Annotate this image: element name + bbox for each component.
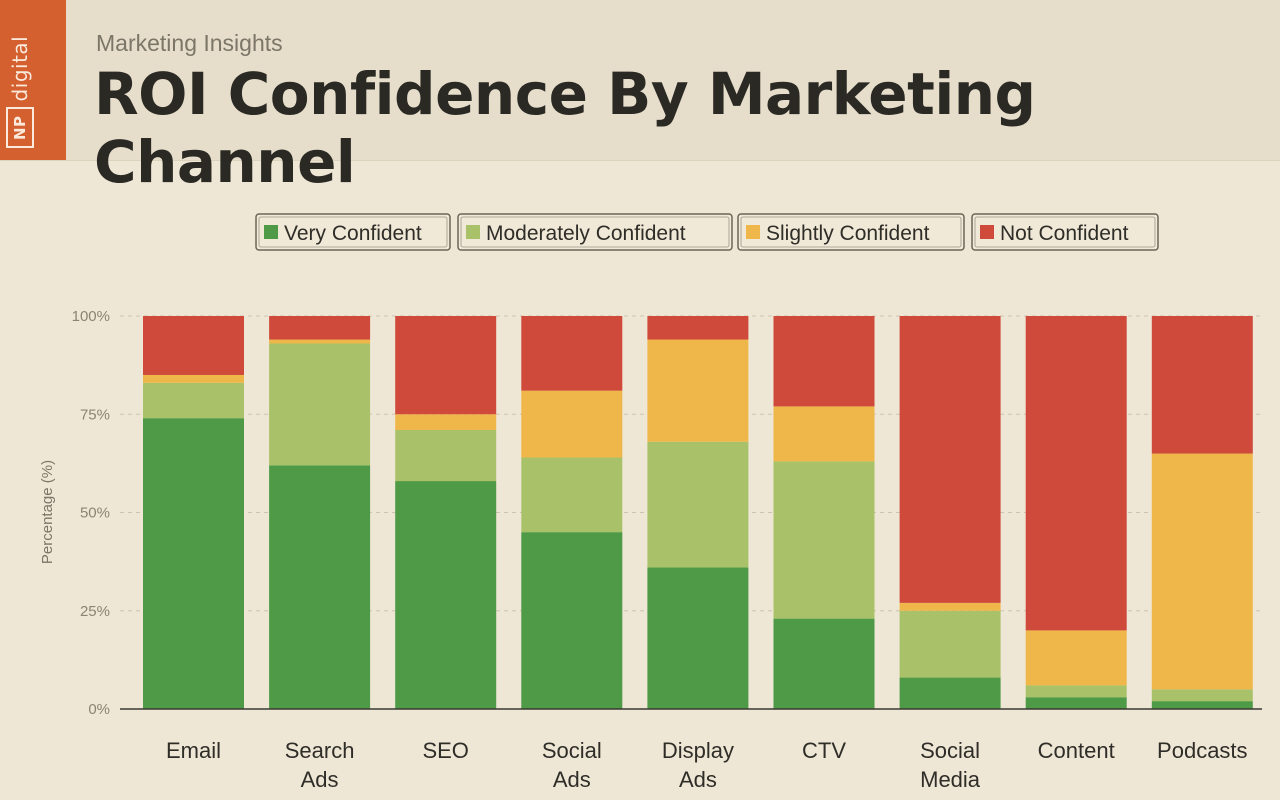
bar-segment-display-ads-slightly-confident (647, 339, 749, 442)
x-tick-label: Social Ads (542, 738, 602, 792)
y-axis-label: Percentage (%) (39, 460, 56, 564)
bar-segment-podcasts-not-confident (1151, 316, 1253, 454)
bar-segment-social-ads-very-confident (521, 532, 623, 709)
bar-segment-email-slightly-confident (143, 374, 244, 383)
y-tick-label: 50% (80, 505, 110, 522)
bar-segment-content-very-confident (1025, 697, 1127, 709)
legend-label: Slightly Confident (766, 222, 930, 245)
bar-segment-social-media-slightly-confident (899, 602, 1001, 611)
legend-item-inner-frame (740, 216, 962, 248)
legend-swatch (980, 225, 994, 239)
brand-logo: NP digital (0, 0, 66, 160)
bar-segment-ctv-not-confident (773, 316, 875, 407)
y-tick-label: 25% (80, 603, 110, 620)
legend-label: Not Confident (1000, 222, 1129, 245)
legend-item-frame (255, 213, 451, 251)
bar-segment-social-ads-moderately-confident (521, 457, 623, 533)
page-title: ROI Confidence By Marketing Channel (94, 60, 1036, 196)
bar-segment-search-ads-not-confident (269, 316, 371, 340)
y-tick-label: 75% (80, 406, 110, 423)
bar-segment-ctv-very-confident (773, 618, 875, 709)
header-kicker: Marketing Insights (96, 30, 283, 56)
bar-segment-social-media-very-confident (899, 677, 1001, 709)
x-tick-label: CTV (802, 738, 846, 763)
bar-segment-social-media-not-confident (899, 316, 1001, 603)
x-tick-label: Email (166, 738, 221, 763)
legend-item-frame (737, 213, 965, 251)
legend-item-inner-frame (974, 216, 1156, 248)
x-tick-label: SEO (422, 738, 468, 763)
bar-segment-search-ads-very-confident (269, 465, 371, 709)
bar-segment-social-ads-slightly-confident (521, 390, 623, 458)
bar-segment-content-moderately-confident (1025, 685, 1127, 698)
bar-segment-podcasts-moderately-confident (1151, 689, 1253, 702)
x-tick-label: Search Ads (285, 738, 355, 792)
y-tick-label: 0% (88, 701, 110, 718)
legend-swatch (264, 225, 278, 239)
header-banner: NP digital Marketing Insights ROI Confid… (0, 0, 1280, 196)
legend: Very Confident Moderately Confident Slight… (255, 213, 1159, 251)
legend-item-inner-frame (460, 216, 730, 248)
bar-segment-display-ads-moderately-confident (647, 441, 749, 568)
x-tick-label: Social Media (920, 738, 981, 792)
x-tick-label: Podcasts (1157, 738, 1248, 763)
bars (143, 316, 1253, 709)
bar-segment-podcasts-very-confident (1151, 701, 1253, 709)
legend-item-frame (971, 213, 1159, 251)
legend-swatch (466, 225, 480, 239)
bar-segment-email-not-confident (143, 316, 244, 375)
bar-segment-ctv-moderately-confident (773, 461, 875, 619)
bar-segment-search-ads-slightly-confident (269, 339, 371, 344)
legend-label: Moderately Confident (486, 222, 686, 245)
bar-segment-display-ads-not-confident (647, 316, 749, 340)
legend-swatch (746, 225, 760, 239)
legend-item-inner-frame (258, 216, 448, 248)
bar-segment-seo-very-confident (395, 481, 497, 709)
legend-item-frame (457, 213, 733, 251)
legend-label: Very Confident (284, 222, 422, 245)
bar-segment-podcasts-slightly-confident (1151, 453, 1253, 690)
bar-segment-content-not-confident (1025, 316, 1127, 631)
bar-segment-seo-moderately-confident (395, 429, 497, 482)
y-tick-labels: 0% 25% 50% 75% 100% (72, 308, 110, 718)
x-tick-label: Content (1038, 738, 1115, 763)
bar-segment-content-slightly-confident (1025, 630, 1127, 686)
bar-segment-search-ads-moderately-confident (269, 343, 371, 466)
bar-segment-ctv-slightly-confident (773, 406, 875, 462)
bar-segment-social-ads-not-confident (521, 316, 623, 391)
x-tick-labels: Email Search Ads SEO Social Ads Display Ads CTV S… (166, 738, 1248, 792)
bar-segment-email-moderately-confident (143, 382, 244, 419)
bar-segment-display-ads-very-confident (647, 567, 749, 709)
x-tick-label: Display Ads (662, 738, 734, 792)
y-tick-label: 100% (72, 308, 110, 325)
bar-segment-seo-not-confident (395, 316, 497, 415)
bar-segment-email-very-confident (143, 418, 244, 709)
bar-segment-seo-slightly-confident (395, 414, 497, 430)
bar-segment-social-media-moderately-confident (899, 610, 1001, 678)
